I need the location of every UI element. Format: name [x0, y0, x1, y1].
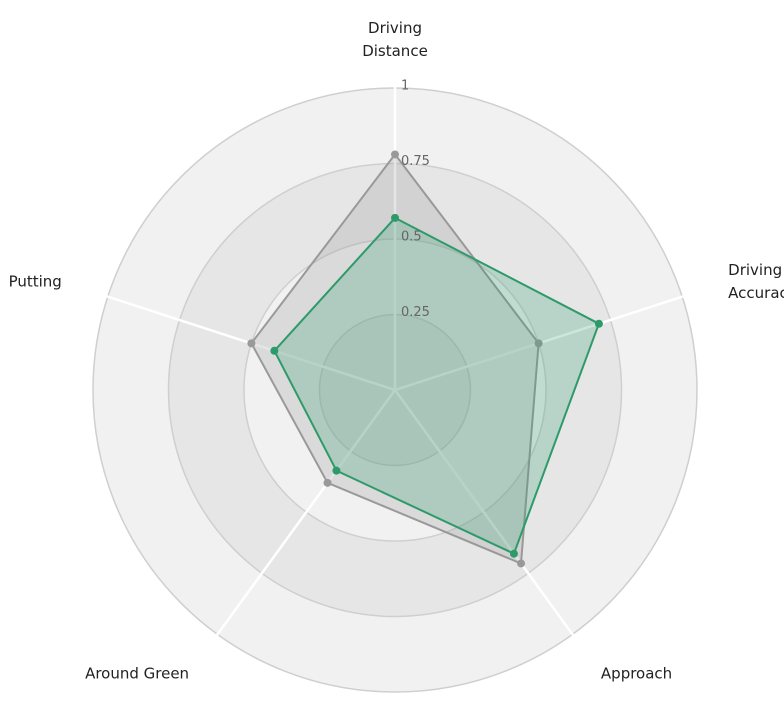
tick-label: 1 — [401, 79, 409, 94]
series-point-1[interactable] — [247, 339, 256, 348]
series-area-1 — [250, 153, 540, 565]
tick-label: 0.5 — [401, 230, 422, 245]
series-group — [247, 150, 603, 568]
series-area-2 — [273, 216, 600, 555]
axis-label-line: Putting — [9, 272, 62, 290]
axis-label-line: Driving — [368, 19, 422, 37]
axis-label: Putting — [9, 272, 62, 290]
series-point-1[interactable] — [534, 339, 543, 348]
axis-label-line: Accuracy — [728, 284, 784, 302]
series-point-2[interactable] — [391, 213, 399, 222]
axis-labels-group: Driving Distance Driving Accuracy Approach Ar… — [9, 19, 784, 682]
axis-label-line: Driving — [728, 261, 782, 279]
series-point-1[interactable] — [517, 559, 526, 568]
axis-label-line: Distance — [362, 42, 428, 60]
axis-label: Driving Distance — [362, 19, 428, 60]
axis-spoke — [84, 288, 396, 392]
series-point-2[interactable] — [270, 346, 279, 355]
series-point-2[interactable] — [332, 466, 341, 475]
axis-label: Around Green — [85, 664, 189, 682]
axis-spoke — [394, 288, 706, 392]
series-point-2[interactable] — [594, 319, 603, 328]
axis-label: Approach — [601, 664, 672, 682]
tick-label: 0.25 — [401, 305, 430, 320]
spokes-group — [84, 63, 706, 655]
axis-spoke — [393, 389, 588, 655]
axis-label-line: Approach — [601, 664, 672, 682]
series-point-1[interactable] — [323, 478, 332, 487]
tick-label: 0.75 — [401, 154, 430, 169]
tick-labels-group: 0.25 0.5 0.75 1 — [401, 79, 430, 321]
axis-label-line: Around Green — [85, 664, 189, 682]
series-point-2[interactable] — [509, 549, 518, 558]
axis-label: Driving Accuracy — [728, 261, 784, 302]
axis-spoke — [202, 389, 397, 655]
series-point-1[interactable] — [391, 150, 399, 159]
